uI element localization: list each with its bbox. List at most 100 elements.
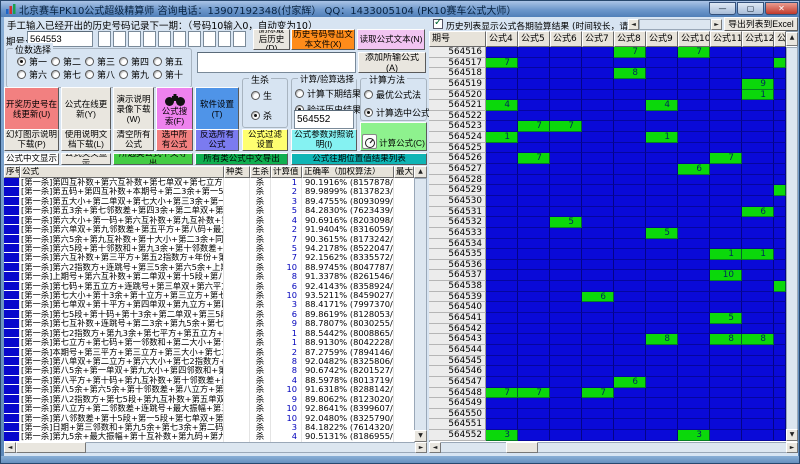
history-col-公式7[interactable]: 公式7: [582, 31, 614, 47]
result-cell-formula8[interactable]: [614, 78, 646, 90]
result-cell-formula7[interactable]: [582, 227, 614, 239]
result-cell-formula10[interactable]: [678, 206, 710, 218]
result-cell-formula9[interactable]: [646, 366, 678, 377]
digit-input-8[interactable]: [203, 31, 216, 47]
result-cell-formula7[interactable]: [582, 355, 614, 367]
result-cell-formula6[interactable]: [550, 68, 582, 79]
result-cell-formula12[interactable]: [742, 153, 774, 165]
result-cell-formula12[interactable]: [742, 238, 774, 250]
result-cell-formula11[interactable]: [710, 419, 742, 431]
result-cell-formula5[interactable]: [518, 89, 550, 101]
result-cell-formula8[interactable]: [614, 419, 646, 431]
clear-all-formulas-button[interactable]: 清空所有公式: [113, 129, 154, 151]
result-cell-formula4[interactable]: [486, 121, 518, 133]
history-row[interactable]: 564550: [429, 408, 786, 420]
result-cell-formula4[interactable]: 7: [486, 57, 518, 69]
result-cell-formula13[interactable]: [774, 344, 786, 356]
panel-scroll-right-icon[interactable]: ►: [711, 19, 722, 30]
result-cell-formula4[interactable]: [486, 281, 518, 292]
result-cell-formula9[interactable]: [646, 121, 678, 133]
digit-input-3[interactable]: [128, 31, 141, 47]
result-cell-formula9[interactable]: [646, 164, 678, 175]
result-cell-formula11[interactable]: 8: [710, 334, 742, 345]
calc-formula-button[interactable]: 计算公式(C): [360, 122, 427, 151]
result-cell-formula7[interactable]: [582, 78, 614, 90]
result-cell-formula6[interactable]: [550, 132, 582, 143]
formula-row[interactable]: [第一杀]第五3余+第七邻数差+第四3余+第二单双+第五邻数 杀584.2830%…: [4, 206, 414, 216]
result-cell-formula10[interactable]: [678, 366, 710, 377]
result-cell-formula7[interactable]: [582, 68, 614, 79]
result-cell-formula10[interactable]: [678, 281, 710, 292]
result-cell-formula12[interactable]: 9: [742, 78, 774, 90]
result-cell-formula5[interactable]: [518, 142, 550, 154]
digit-input-10[interactable]: [233, 31, 246, 47]
history-row[interactable]: 564537 10: [429, 270, 786, 282]
result-cell-formula8[interactable]: [614, 291, 646, 303]
result-cell-formula4[interactable]: [486, 164, 518, 175]
result-cell-formula8[interactable]: [614, 302, 646, 314]
result-cell-formula7[interactable]: [582, 302, 614, 314]
result-cell-formula10[interactable]: 7: [678, 47, 710, 58]
result-cell-formula11[interactable]: [710, 78, 742, 90]
result-cell-formula5[interactable]: [518, 270, 550, 282]
result-cell-formula4[interactable]: [486, 355, 518, 367]
result-cell-formula7[interactable]: [582, 174, 614, 186]
result-cell-formula6[interactable]: [550, 238, 582, 250]
history-row[interactable]: 564528: [429, 174, 786, 186]
result-cell-formula13[interactable]: [774, 376, 786, 388]
result-cell-formula8[interactable]: [614, 142, 646, 154]
result-cell-formula4[interactable]: [486, 89, 518, 101]
result-cell-formula12[interactable]: [742, 68, 774, 79]
history-row[interactable]: 564522: [429, 110, 786, 122]
result-cell-formula5[interactable]: [518, 110, 550, 122]
result-cell-formula13[interactable]: [774, 323, 786, 335]
result-cell-formula5[interactable]: [518, 334, 550, 345]
result-cell-formula7[interactable]: [582, 185, 614, 196]
result-cell-formula8[interactable]: [614, 206, 646, 218]
result-cell-formula7[interactable]: [582, 206, 614, 218]
result-cell-formula10[interactable]: [678, 302, 710, 314]
result-cell-formula12[interactable]: [742, 217, 774, 228]
result-cell-formula10[interactable]: [678, 227, 710, 239]
result-cell-formula11[interactable]: [710, 355, 742, 367]
digit-input-6[interactable]: [173, 31, 186, 47]
col-calc-value[interactable]: 计算值: [271, 166, 302, 178]
radio-第八[interactable]: 第八: [85, 68, 119, 81]
result-cell-formula4[interactable]: [486, 376, 518, 388]
digit-input-1[interactable]: [98, 31, 111, 47]
history-scroll-left-icon[interactable]: ◄: [429, 442, 441, 453]
result-cell-formula13[interactable]: [774, 185, 786, 196]
result-cell-formula13[interactable]: [774, 355, 786, 367]
result-cell-formula6[interactable]: [550, 57, 582, 69]
result-cell-formula12[interactable]: [742, 387, 774, 399]
result-cell-formula13[interactable]: [774, 408, 786, 420]
result-cell-formula4[interactable]: [486, 142, 518, 154]
radio-第三[interactable]: 第三: [85, 55, 119, 68]
result-cell-formula10[interactable]: [678, 238, 710, 250]
result-cell-formula9[interactable]: [646, 185, 678, 196]
result-cell-formula8[interactable]: [614, 398, 646, 409]
history-row[interactable]: 564538: [429, 281, 786, 292]
result-cell-formula11[interactable]: 5: [710, 313, 742, 324]
result-cell-formula10[interactable]: [678, 323, 710, 335]
col-accuracy[interactable]: 正确率（加权算法）: [302, 166, 394, 178]
formula-search-button[interactable]: 公式搜索(F): [156, 87, 193, 133]
result-cell-formula4[interactable]: 7: [486, 387, 518, 399]
result-cell-formula11[interactable]: [710, 195, 742, 207]
result-cell-formula11[interactable]: [710, 68, 742, 79]
result-cell-formula8[interactable]: [614, 164, 646, 175]
result-cell-formula12[interactable]: [742, 408, 774, 420]
result-cell-formula6[interactable]: [550, 366, 582, 377]
formula-row[interactable]: [第一杀]第八5余+第一单双+第九大小+第四邻数和+第一邻数 杀890.6742%…: [4, 366, 414, 376]
result-cell-formula13[interactable]: [774, 142, 786, 154]
result-cell-formula13[interactable]: [774, 47, 786, 58]
formula-row[interactable]: [第一杀]第六5段+第十邻数和+第九3余+第十邻数差+第二互 杀594.2178%…: [4, 243, 414, 254]
result-cell-formula11[interactable]: [710, 259, 742, 271]
result-cell-formula13[interactable]: [774, 270, 786, 282]
result-cell-formula6[interactable]: [550, 408, 582, 420]
result-cell-formula12[interactable]: [742, 323, 774, 335]
result-cell-formula8[interactable]: [614, 355, 646, 367]
result-cell-formula5[interactable]: [518, 132, 550, 143]
formula-row[interactable]: [第一杀]第七互补数+连跳号+第二3余+第九5余+第七2指数方 杀988.7807…: [4, 319, 414, 329]
formula-row[interactable]: [第一杀]第四互补数+第六互补数+第七单双+第七立方+第五 杀 1 90.1916% …: [4, 178, 414, 188]
